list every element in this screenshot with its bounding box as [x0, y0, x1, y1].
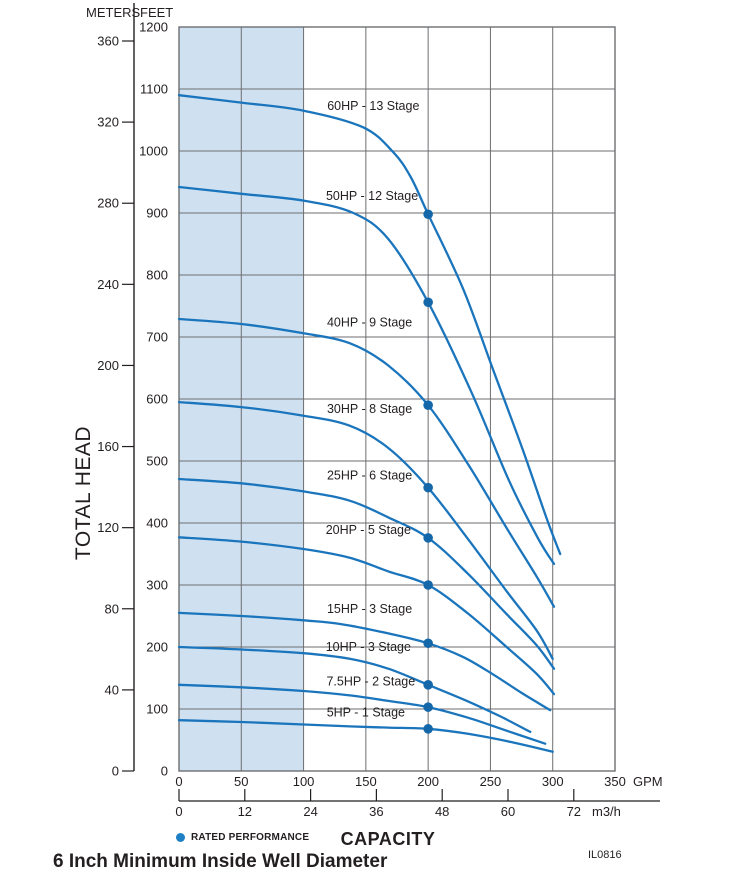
rated-performance-dot-icon — [176, 833, 185, 842]
meters-tick-label: 320 — [97, 115, 119, 130]
gpm-tick-label: 0 — [175, 774, 182, 789]
rated-point-dot — [423, 702, 433, 712]
meters-tick-label: 360 — [97, 34, 119, 49]
feet-tick-label: 1100 — [140, 82, 168, 97]
m3h-tick-label: 12 — [238, 804, 252, 819]
curve-label: 50HP - 12 Stage — [326, 189, 418, 203]
gpm-tick-label: 50 — [234, 774, 248, 789]
rated-point-dot — [423, 533, 433, 543]
rated-point-dot — [423, 638, 433, 649]
gpm-tick-label: 300 — [542, 774, 564, 789]
m3h-tick-label: 48 — [435, 804, 449, 819]
pump-curve — [177, 611, 552, 712]
legend-label: RATED PERFORMANCE — [191, 832, 310, 843]
gpm-tick-label: 150 — [355, 774, 377, 789]
curve-label: 7.5HP - 2 Stage — [326, 674, 415, 688]
feet-tick-label: 600 — [146, 392, 168, 407]
gpm-unit-label: GPM — [633, 774, 663, 789]
rated-point-dot — [423, 297, 433, 308]
feet-tick-label: 1200 — [139, 20, 168, 35]
meters-tick-label: 280 — [97, 196, 119, 211]
m3h-tick-label: 0 — [175, 804, 182, 819]
curve-label: 60HP - 13 Stage — [327, 99, 419, 113]
curve-label: 5HP - 1 Stage — [327, 705, 405, 719]
feet-tick-label: 0 — [161, 764, 168, 779]
rated-point-dot — [423, 209, 433, 220]
gpm-tick-label: 100 — [293, 774, 315, 789]
pump-curve — [177, 683, 547, 745]
m3h-tick-label: 36 — [369, 804, 383, 819]
feet-tick-label: 900 — [146, 206, 168, 221]
curve-label: 15HP - 3 Stage — [327, 602, 412, 616]
feet-axis-unit: FEET — [140, 5, 174, 20]
pump-curve — [177, 400, 554, 660]
gpm-tick-label: 350 — [604, 774, 626, 789]
rated-point-dot — [423, 680, 433, 690]
meters-tick-label: 40 — [105, 682, 119, 697]
curve-label: 40HP - 9 Stage — [327, 315, 412, 329]
m3h-tick-label: 60 — [501, 804, 515, 819]
curve-label: 10HP - 3 Stage — [326, 640, 411, 654]
feet-tick-label: 100 — [146, 702, 168, 717]
pump-curve — [177, 719, 554, 753]
legend: RATED PERFORMANCE — [176, 832, 309, 843]
feet-tick-label: 400 — [146, 516, 168, 531]
feet-tick-label: 500 — [146, 454, 168, 469]
m3h-unit-label: m3/h — [592, 804, 621, 819]
meters-tick-label: 120 — [97, 520, 119, 535]
rated-point-dot — [423, 400, 433, 411]
plot-frame — [178, 26, 616, 772]
gpm-tick-label: 250 — [480, 774, 502, 789]
x-axis-title: CAPACITY — [340, 829, 436, 849]
document-code: IL0816 — [588, 849, 622, 861]
meters-tick-label: 80 — [105, 601, 119, 616]
meters-tick-label: 0 — [112, 764, 119, 779]
m3h-tick-label: 24 — [303, 804, 317, 819]
pump-curve — [177, 477, 556, 670]
meters-axis-unit: METERS — [86, 5, 141, 20]
curve-label: 20HP - 5 Stage — [326, 523, 411, 537]
feet-tick-label: 700 — [146, 330, 168, 345]
curve-label: 25HP - 6 Stage — [327, 468, 412, 482]
feet-tick-label: 800 — [146, 268, 168, 283]
feet-tick-label: 300 — [146, 578, 168, 593]
curve-label: 30HP - 8 Stage — [327, 402, 412, 416]
pump-curve — [177, 185, 556, 566]
meters-tick-label: 240 — [97, 277, 119, 292]
pump-curve — [177, 317, 556, 608]
m3h-tick-label: 72 — [567, 804, 581, 819]
pump-curve — [177, 536, 556, 696]
meters-tick-label: 160 — [97, 439, 119, 454]
y-axis-title: TOTAL HEAD — [72, 425, 95, 561]
pump-curve — [177, 645, 532, 734]
chart-title: 6 Inch Minimum Inside Well Diameter — [53, 851, 388, 872]
meters-tick-label: 200 — [97, 358, 119, 373]
rated-point-dot — [423, 482, 433, 493]
rated-point-dot — [423, 580, 433, 590]
feet-tick-label: 1000 — [139, 144, 168, 159]
feet-tick-label: 200 — [146, 640, 168, 655]
gpm-tick-label: 200 — [417, 774, 439, 789]
rated-point-dot — [423, 724, 433, 734]
